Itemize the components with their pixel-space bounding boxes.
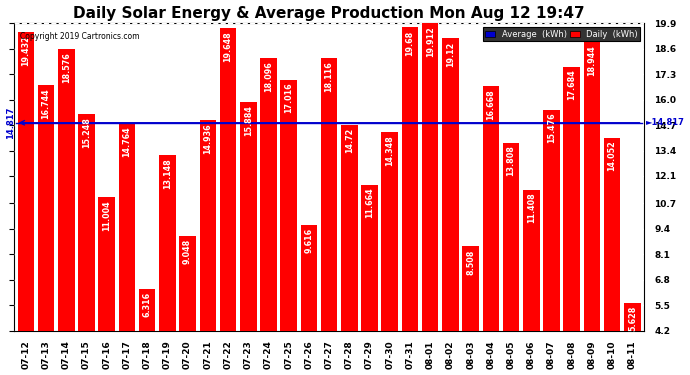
- Text: 11.408: 11.408: [526, 192, 535, 223]
- Bar: [280, 80, 297, 331]
- Bar: [482, 87, 499, 331]
- Bar: [17, 32, 34, 331]
- Bar: [543, 110, 560, 331]
- Text: 14.817: 14.817: [6, 106, 14, 139]
- Bar: [422, 23, 438, 331]
- Text: 15.248: 15.248: [82, 117, 91, 148]
- Text: 14.72: 14.72: [345, 128, 354, 153]
- Text: 16.668: 16.668: [486, 89, 495, 120]
- Text: 14.348: 14.348: [385, 135, 394, 166]
- Bar: [604, 138, 620, 331]
- Text: 5.628: 5.628: [628, 306, 637, 331]
- Text: 18.116: 18.116: [324, 61, 333, 92]
- Text: 9.616: 9.616: [304, 228, 313, 253]
- Bar: [624, 303, 640, 331]
- Text: 18.096: 18.096: [264, 62, 273, 92]
- Bar: [159, 156, 176, 331]
- Text: 17.016: 17.016: [284, 82, 293, 113]
- Text: 18.944: 18.944: [587, 45, 596, 75]
- Text: 6.316: 6.316: [143, 292, 152, 317]
- Bar: [38, 85, 55, 331]
- Bar: [362, 184, 378, 331]
- Bar: [341, 124, 357, 331]
- Bar: [139, 290, 155, 331]
- Title: Daily Solar Energy & Average Production Mon Aug 12 19:47: Daily Solar Energy & Average Production …: [73, 6, 585, 21]
- Text: Copyright 2019 Cartronics.com: Copyright 2019 Cartronics.com: [20, 32, 139, 41]
- Bar: [382, 132, 398, 331]
- Bar: [199, 120, 216, 331]
- Bar: [523, 190, 540, 331]
- Legend: Average  (kWh), Daily  (kWh): Average (kWh), Daily (kWh): [483, 27, 640, 41]
- Text: 9.048: 9.048: [183, 239, 192, 264]
- Text: 13.808: 13.808: [506, 146, 515, 176]
- Text: 14.052: 14.052: [608, 141, 617, 171]
- Text: 19.912: 19.912: [426, 26, 435, 57]
- Bar: [240, 102, 257, 331]
- Text: 18.576: 18.576: [62, 52, 71, 83]
- Text: 15.884: 15.884: [244, 105, 253, 136]
- Bar: [503, 142, 520, 331]
- Text: 11.664: 11.664: [365, 188, 374, 218]
- Text: 16.744: 16.744: [41, 88, 50, 118]
- Text: 11.004: 11.004: [102, 200, 111, 231]
- Bar: [462, 246, 479, 331]
- Bar: [119, 124, 135, 331]
- Text: 14.764: 14.764: [122, 127, 131, 158]
- Bar: [78, 114, 95, 331]
- Text: 19.12: 19.12: [446, 41, 455, 67]
- Text: 15.476: 15.476: [547, 113, 556, 143]
- Bar: [584, 42, 600, 331]
- Text: 19.432: 19.432: [21, 35, 30, 66]
- Bar: [219, 28, 236, 331]
- Bar: [301, 225, 317, 331]
- Bar: [260, 58, 277, 331]
- Text: ►14.817: ►14.817: [646, 118, 684, 127]
- Text: 19.68: 19.68: [406, 30, 415, 56]
- Bar: [402, 27, 418, 331]
- Bar: [564, 66, 580, 331]
- Bar: [179, 236, 196, 331]
- Bar: [58, 49, 75, 331]
- Text: 17.684: 17.684: [567, 69, 576, 100]
- Bar: [321, 58, 337, 331]
- Text: 14.936: 14.936: [204, 123, 213, 154]
- Bar: [442, 38, 459, 331]
- Bar: [99, 198, 115, 331]
- Text: 19.648: 19.648: [224, 31, 233, 62]
- Text: 8.508: 8.508: [466, 249, 475, 275]
- Text: 13.148: 13.148: [163, 158, 172, 189]
